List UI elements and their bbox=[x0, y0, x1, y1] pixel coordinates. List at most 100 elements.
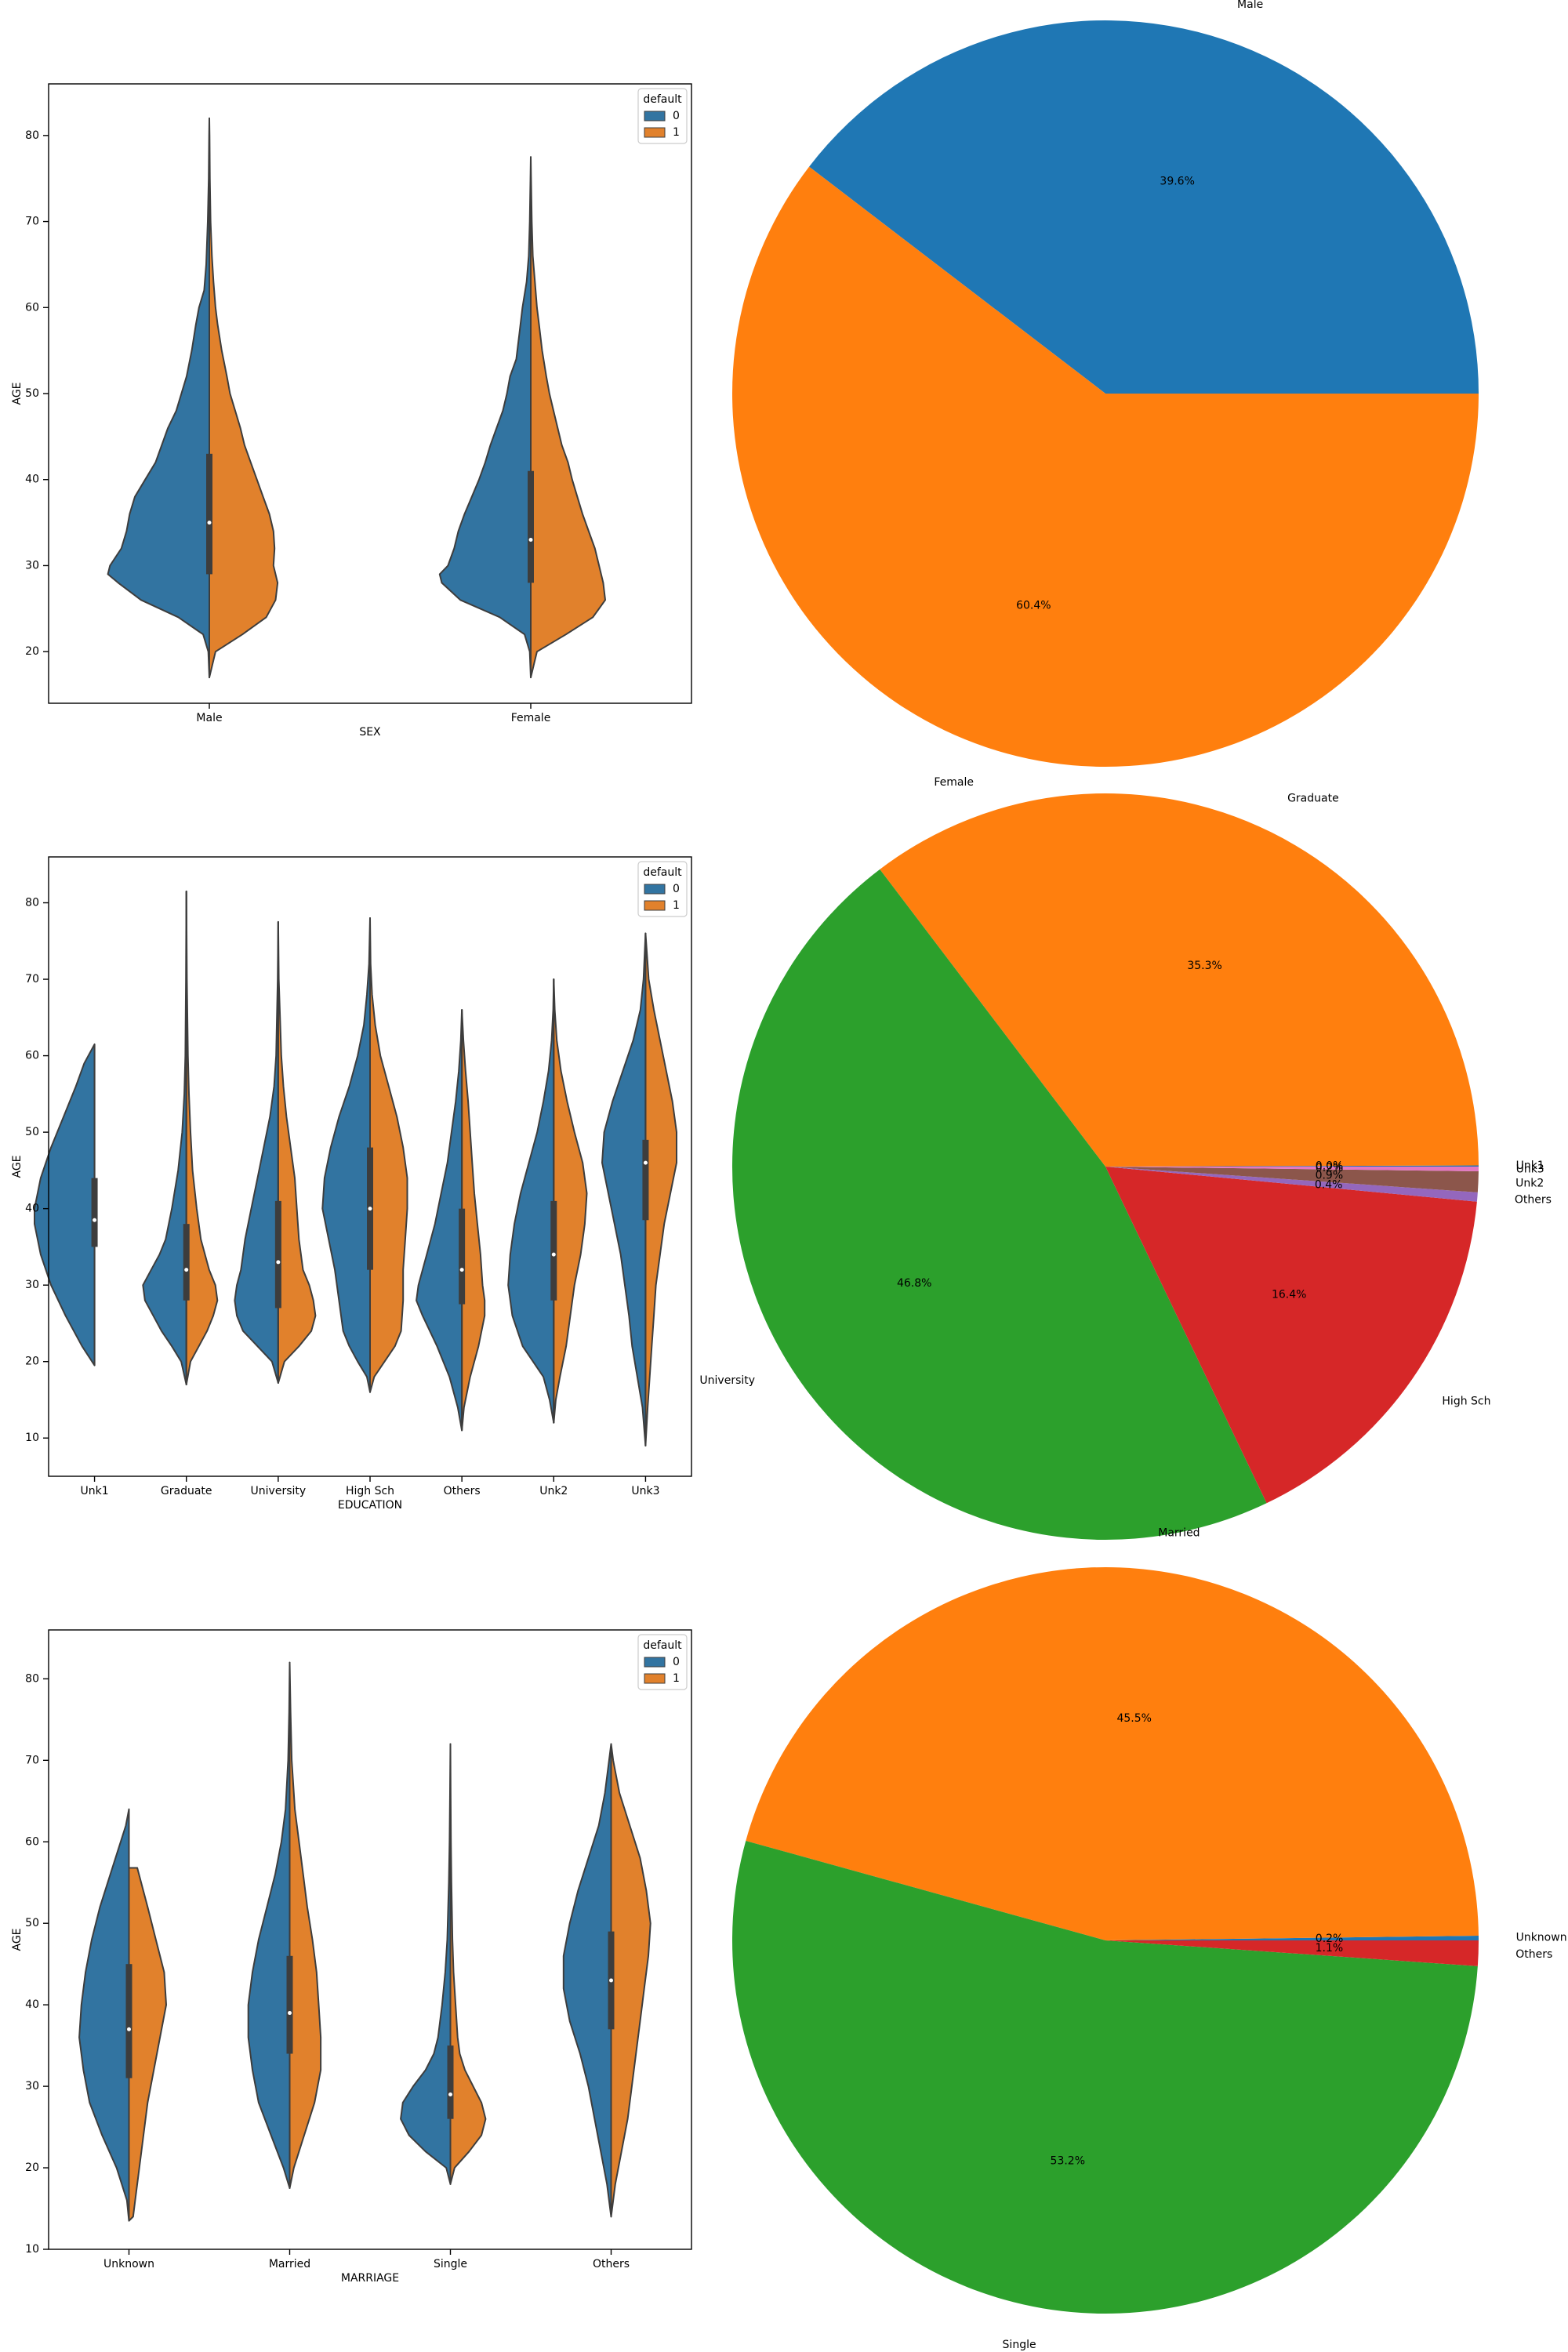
median-dot bbox=[276, 1260, 281, 1265]
x-tick-label: Single bbox=[434, 2258, 467, 2270]
x-tick-label: Others bbox=[593, 2258, 630, 2270]
legend-label: 1 bbox=[673, 899, 680, 912]
y-tick-label: 20 bbox=[25, 645, 39, 658]
median-dot bbox=[459, 1268, 464, 1272]
y-tick-label: 40 bbox=[25, 474, 39, 486]
pie-slice-graduate bbox=[880, 793, 1479, 1167]
y-tick-label: 70 bbox=[25, 1754, 39, 1766]
violin-half-1-unk3 bbox=[644, 932, 677, 1446]
median-dot bbox=[368, 1207, 372, 1211]
y-tick-label: 50 bbox=[25, 1917, 39, 1929]
pie-percent: 46.8% bbox=[897, 1277, 931, 1290]
median-dot bbox=[93, 1218, 97, 1222]
violin-half-1-married bbox=[289, 1661, 322, 2190]
y-tick-label: 70 bbox=[25, 216, 39, 228]
pie-slice-unk3 bbox=[1105, 1167, 1479, 1171]
y-tick-label: 60 bbox=[25, 301, 39, 314]
legend-swatch bbox=[644, 900, 666, 911]
violin-plot-marriage bbox=[43, 1629, 692, 2255]
x-tick-label: Unk2 bbox=[539, 1485, 568, 1497]
box-iqr bbox=[447, 2045, 454, 2119]
pie-label: Unk2 bbox=[1515, 1177, 1544, 1189]
pie-percent: 0.2% bbox=[1316, 1162, 1344, 1174]
median-dot bbox=[448, 2092, 452, 2096]
y-tick-label: 60 bbox=[25, 1050, 39, 1062]
y-axis-label: AGE bbox=[11, 1928, 24, 1951]
box-iqr bbox=[528, 470, 534, 583]
violin-half-0-married bbox=[247, 1661, 291, 2190]
median-dot bbox=[207, 521, 212, 525]
y-tick-label: 10 bbox=[25, 1432, 39, 1444]
box-iqr bbox=[550, 1200, 557, 1301]
violin-half-1-single bbox=[449, 1743, 487, 2185]
pie-slice-single bbox=[731, 1840, 1478, 2314]
legend-label: 0 bbox=[673, 110, 680, 122]
pie-slice-unknown bbox=[1105, 1936, 1479, 1940]
legend-label: 0 bbox=[673, 1656, 680, 1668]
pie-percent: 0.2% bbox=[1316, 1933, 1344, 1945]
pie-label: Single bbox=[1003, 2339, 1036, 2351]
y-tick-label: 30 bbox=[25, 559, 39, 572]
pie-percent: 0.9% bbox=[1316, 1170, 1344, 1182]
pie-percent: 0.0% bbox=[1316, 1160, 1344, 1173]
x-tick-label: Female bbox=[511, 712, 551, 724]
y-tick-label: 20 bbox=[25, 2161, 39, 2174]
x-tick-label: Male bbox=[196, 712, 222, 724]
violin-half-0-unk3 bbox=[601, 932, 647, 1446]
pie-percent: 0.4% bbox=[1315, 1178, 1343, 1191]
violin-half-1-graduate bbox=[185, 890, 219, 1385]
pie-label: Graduate bbox=[1287, 793, 1339, 805]
violin-half-1-others bbox=[610, 1743, 652, 2218]
violin-half-1-high-sch bbox=[369, 917, 408, 1393]
pie-slice-unk2 bbox=[1105, 1167, 1479, 1192]
legend-label: 1 bbox=[673, 1672, 680, 1685]
pie-slice-others bbox=[1105, 1167, 1478, 1202]
box-iqr bbox=[274, 1200, 281, 1308]
x-tick-label: Unk3 bbox=[631, 1485, 659, 1497]
x-tick-label: University bbox=[251, 1485, 307, 1497]
violin-half-0-unk1 bbox=[34, 1043, 96, 1367]
pie-slice-female bbox=[732, 166, 1479, 768]
violin-half-0-high-sch bbox=[321, 917, 371, 1393]
median-dot bbox=[551, 1252, 556, 1257]
y-tick-label: 30 bbox=[25, 1279, 39, 1291]
pie-percent: 60.4% bbox=[1016, 599, 1051, 612]
pie-label: Female bbox=[934, 776, 974, 789]
pie-label: Married bbox=[1158, 1527, 1200, 1540]
box-iqr bbox=[91, 1178, 98, 1247]
y-tick-label: 10 bbox=[25, 2243, 39, 2256]
pie-percent: 16.4% bbox=[1272, 1288, 1306, 1301]
box-iqr bbox=[183, 1224, 190, 1301]
legend-swatch bbox=[644, 1673, 666, 1684]
y-axis-label: AGE bbox=[11, 1155, 24, 1178]
legend-swatch bbox=[644, 1657, 666, 1668]
pie-percent: 45.5% bbox=[1116, 1712, 1151, 1725]
x-tick-label: Others bbox=[444, 1485, 481, 1497]
y-axis-label: AGE bbox=[11, 382, 24, 405]
pie-slice-others bbox=[1105, 1940, 1479, 1966]
violin-half-1-female bbox=[530, 156, 606, 679]
violin-half-0-female bbox=[438, 156, 532, 679]
legend-title: default bbox=[643, 866, 682, 879]
y-tick-label: 60 bbox=[25, 1835, 39, 1848]
violin-half-0-unk2 bbox=[507, 978, 555, 1424]
median-dot bbox=[127, 2027, 131, 2031]
violin-half-0-university bbox=[234, 920, 279, 1385]
box-iqr bbox=[286, 1955, 293, 2054]
pie-chart bbox=[732, 20, 1479, 768]
legend-label: 0 bbox=[673, 883, 680, 895]
y-tick-label: 80 bbox=[25, 1672, 39, 1685]
violin-plot-education bbox=[34, 856, 692, 1482]
pie-label: Male bbox=[1237, 0, 1263, 11]
y-tick-label: 80 bbox=[25, 129, 39, 142]
violin-half-1-others bbox=[461, 1009, 486, 1432]
pie-label: High Sch bbox=[1442, 1396, 1490, 1408]
violin-half-0-single bbox=[400, 1743, 452, 2185]
median-dot bbox=[184, 1268, 189, 1272]
violin-half-0-graduate bbox=[142, 890, 187, 1385]
median-dot bbox=[288, 2011, 292, 2016]
pie-label: Unk3 bbox=[1516, 1163, 1544, 1175]
violin-plot-sex bbox=[43, 83, 692, 709]
box-iqr bbox=[642, 1139, 649, 1221]
